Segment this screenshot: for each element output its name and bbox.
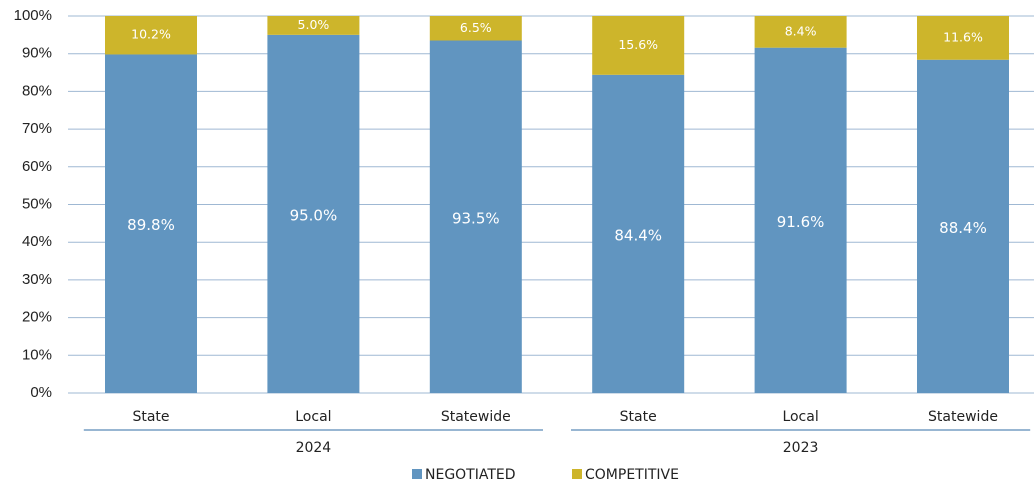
bar-segment bbox=[429, 40, 522, 393]
y-tick-label: 80% bbox=[22, 82, 52, 99]
y-tick-label: 0% bbox=[30, 384, 52, 401]
group-label: 2023 bbox=[783, 440, 819, 456]
x-tick-label: Local bbox=[782, 409, 818, 425]
legend-swatch bbox=[572, 469, 582, 479]
bar-segment bbox=[105, 16, 197, 55]
x-tick-label: State bbox=[132, 409, 169, 425]
data-label: 93.5% bbox=[452, 209, 500, 227]
y-tick-label: 30% bbox=[22, 271, 52, 288]
y-tick-label: 90% bbox=[22, 45, 52, 62]
x-tick-label: Local bbox=[295, 409, 331, 425]
data-label: 6.5% bbox=[460, 20, 492, 35]
y-tick-label: 60% bbox=[22, 158, 52, 175]
y-tick-label: 70% bbox=[22, 120, 52, 137]
data-label: 95.0% bbox=[290, 206, 338, 224]
data-label: 10.2% bbox=[131, 27, 171, 42]
data-label: 15.6% bbox=[618, 37, 658, 52]
x-tick-label: Statewide bbox=[928, 409, 998, 425]
bar-segment bbox=[754, 16, 847, 48]
bar-segment bbox=[592, 74, 685, 393]
bar-segment bbox=[754, 47, 847, 393]
bar-segment bbox=[592, 16, 685, 75]
bar-segment bbox=[917, 59, 1009, 394]
data-label: 8.4% bbox=[785, 23, 817, 38]
bar-segment bbox=[105, 54, 197, 393]
bar-segment bbox=[429, 16, 522, 41]
data-label: 89.8% bbox=[127, 216, 175, 234]
bar-segment bbox=[917, 16, 1009, 60]
y-tick-label: 10% bbox=[22, 346, 52, 363]
y-tick-label: 100% bbox=[14, 7, 52, 24]
group-label: 2024 bbox=[296, 440, 332, 456]
legend-label: NEGOTIATED bbox=[425, 467, 516, 483]
data-label: 11.6% bbox=[943, 29, 983, 44]
bar-segment bbox=[267, 34, 360, 393]
data-label: 84.4% bbox=[614, 226, 662, 244]
y-tick-label: 50% bbox=[22, 195, 52, 212]
legend-swatch bbox=[412, 469, 422, 479]
x-tick-label: Statewide bbox=[441, 409, 511, 425]
data-label: 88.4% bbox=[939, 219, 987, 237]
bar-segment bbox=[267, 16, 360, 35]
data-label: 91.6% bbox=[777, 213, 825, 231]
y-tick-label: 40% bbox=[22, 233, 52, 250]
y-tick-label: 20% bbox=[22, 309, 52, 326]
data-label: 5.0% bbox=[298, 17, 330, 32]
legend-label: COMPETITIVE bbox=[585, 467, 679, 483]
x-tick-label: State bbox=[620, 409, 657, 425]
